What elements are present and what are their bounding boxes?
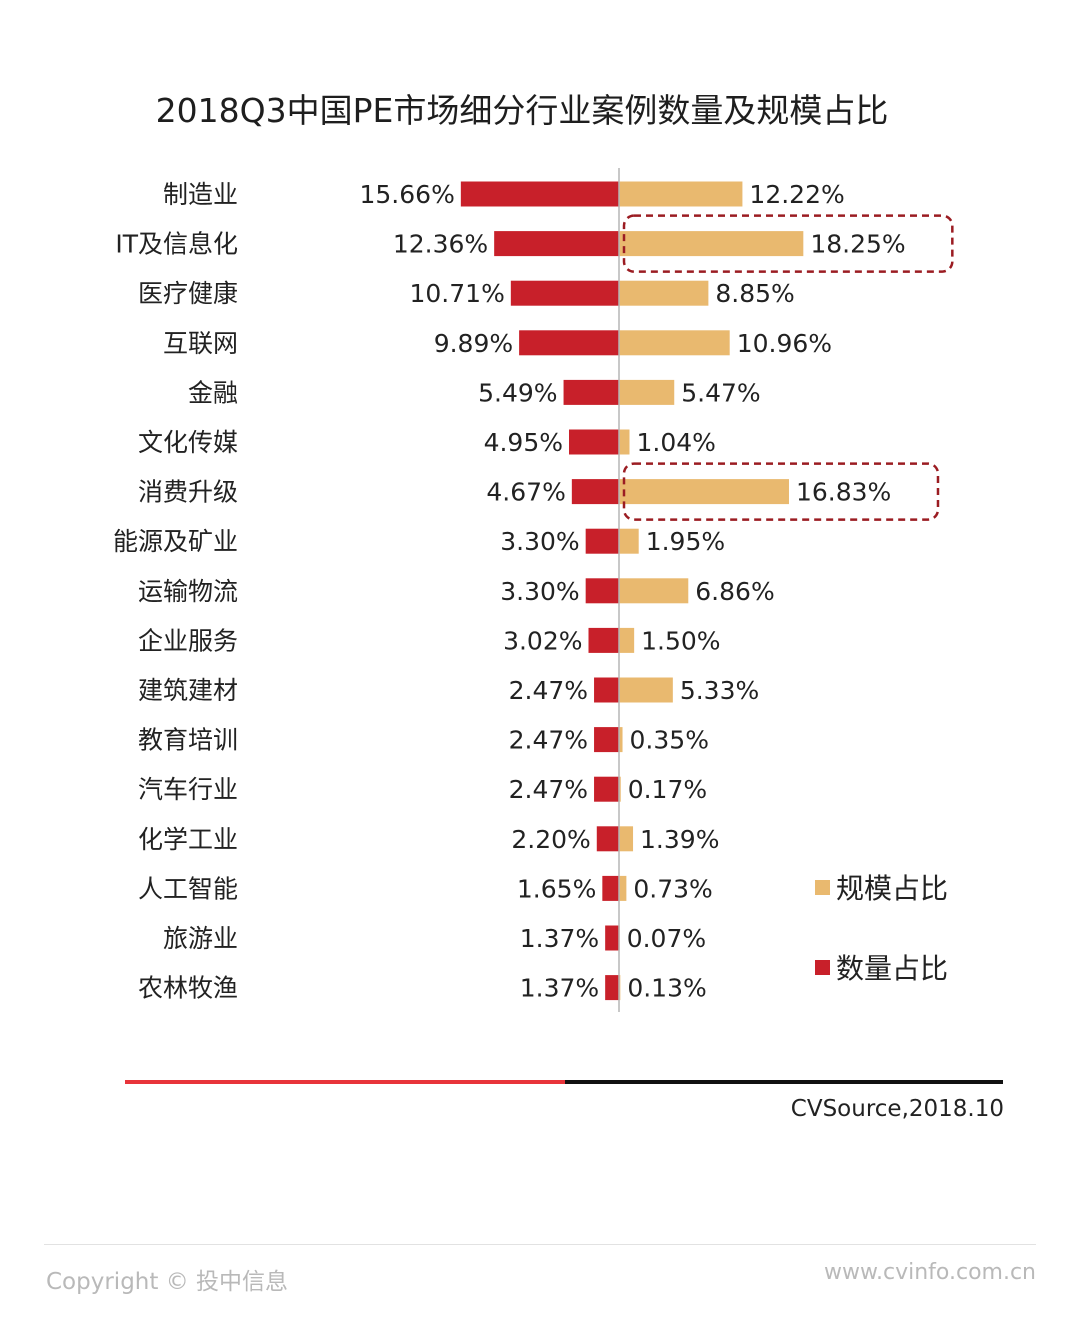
category-label: 汽车行业 [138, 775, 238, 804]
bar-count-share [594, 677, 619, 703]
footer-rule [44, 1244, 1036, 1245]
bar-scale-share [619, 826, 634, 852]
bar-count-share [569, 429, 619, 455]
bar-count-share [494, 231, 619, 257]
category-label: 农林牧渔 [138, 974, 238, 1003]
data-label-scale-share: 5.47% [681, 378, 760, 407]
data-label-count-share: 12.36% [393, 230, 488, 259]
data-label-scale-share: 8.85% [715, 279, 794, 308]
data-label-scale-share: 5.33% [680, 676, 759, 705]
data-label-scale-share: 10.96% [737, 329, 832, 358]
bar-scale-share [619, 479, 789, 505]
data-label-count-share: 1.37% [520, 924, 599, 953]
data-label-count-share: 10.71% [410, 279, 505, 308]
data-label-scale-share: 0.73% [633, 874, 712, 903]
data-label-scale-share: 6.86% [695, 577, 774, 606]
data-label-count-share: 2.47% [509, 676, 588, 705]
data-label-count-share: 5.49% [478, 378, 557, 407]
bar-scale-share [619, 727, 623, 753]
highlight-box [622, 462, 940, 521]
data-label-count-share: 9.89% [434, 329, 513, 358]
bar-scale-share [619, 627, 635, 653]
divider-black [565, 1080, 1003, 1084]
bar-count-share [563, 379, 619, 405]
data-label-count-share: 2.47% [509, 775, 588, 804]
bar-count-share [585, 578, 619, 604]
data-label-scale-share: 0.17% [628, 775, 707, 804]
bar-count-share [594, 776, 619, 802]
legend-swatch [815, 880, 830, 895]
bar-count-share [510, 280, 619, 306]
data-label-scale-share: 1.04% [637, 428, 716, 457]
bar-count-share [588, 627, 619, 653]
data-label-count-share: 2.20% [511, 825, 590, 854]
data-label-scale-share: 1.95% [646, 527, 725, 556]
bar-scale-share [619, 280, 709, 306]
data-label-scale-share: 0.35% [630, 726, 709, 755]
bar-count-share [602, 875, 619, 901]
data-label-count-share: 1.37% [520, 974, 599, 1003]
data-label-count-share: 3.02% [503, 626, 582, 655]
bar-count-share [585, 528, 619, 554]
data-label-scale-share: 18.25% [810, 230, 905, 259]
bar-scale-share [619, 379, 675, 405]
category-label: 企业服务 [138, 626, 238, 655]
bar-count-share [571, 479, 619, 505]
chart-area: 制造业 15.66% 12.22% IT及信息化 12.36% 18.25% 医疗健康 10.… [113, 168, 954, 1012]
bar-scale-share [619, 181, 743, 207]
copyright-text: Copyright © 投中信息 [46, 1269, 289, 1295]
bar-scale-share [619, 528, 639, 554]
legend-swatch [815, 960, 830, 975]
legend-label: 规模占比 [836, 872, 948, 905]
category-label: 运输物流 [138, 577, 238, 606]
category-label: 互联网 [163, 329, 238, 358]
bar-scale-share [619, 330, 730, 356]
bar-count-share [519, 330, 619, 356]
category-label: 教育培训 [138, 726, 238, 755]
bar-count-share [596, 826, 619, 852]
chart-title: 2018Q3中国PE市场细分行业案例数量及规模占比 [155, 91, 889, 130]
category-label: 文化传媒 [138, 428, 238, 457]
bar-scale-share [619, 578, 689, 604]
data-label-count-share: 2.47% [509, 726, 588, 755]
data-label-count-share: 4.95% [484, 428, 563, 457]
category-label: 医疗健康 [138, 279, 238, 308]
data-label-scale-share: 1.39% [640, 825, 719, 854]
bar-count-share [460, 181, 619, 207]
bar-scale-share [619, 875, 627, 901]
data-label-count-share: 4.67% [486, 478, 565, 507]
category-label: 制造业 [163, 180, 238, 209]
bar-count-share [605, 975, 619, 1001]
data-label-scale-share: 1.50% [641, 626, 720, 655]
divider-red [125, 1080, 565, 1084]
category-label: 金融 [188, 378, 238, 407]
data-label-count-share: 1.65% [517, 874, 596, 903]
source-note: CVSource,2018.10 [790, 1096, 1004, 1122]
bar-scale-share [619, 776, 621, 802]
data-label-scale-share: 0.13% [627, 974, 706, 1003]
category-label: 建筑建材 [138, 676, 238, 705]
bar-scale-share [619, 677, 673, 703]
data-label-scale-share: 16.83% [796, 478, 891, 507]
bar-scale-share [619, 429, 630, 455]
highlight-box [622, 214, 954, 273]
data-label-count-share: 3.30% [500, 527, 579, 556]
category-label: 旅游业 [163, 924, 238, 953]
data-label-count-share: 3.30% [500, 577, 579, 606]
category-label: 人工智能 [138, 874, 238, 903]
bar-count-share [594, 727, 619, 753]
data-label-scale-share: 12.22% [749, 180, 844, 209]
category-label: 能源及矿业 [113, 527, 238, 556]
category-label: 消费升级 [138, 478, 238, 507]
data-label-scale-share: 0.07% [627, 924, 706, 953]
bar-scale-share [619, 231, 804, 257]
category-label: IT及信息化 [115, 230, 238, 259]
website-link[interactable]: www.cvinfo.com.cn [824, 1260, 1036, 1285]
data-label-count-share: 15.66% [360, 180, 455, 209]
bar-count-share [605, 925, 619, 951]
legend-label: 数量占比 [836, 952, 948, 985]
category-label: 化学工业 [138, 825, 238, 854]
